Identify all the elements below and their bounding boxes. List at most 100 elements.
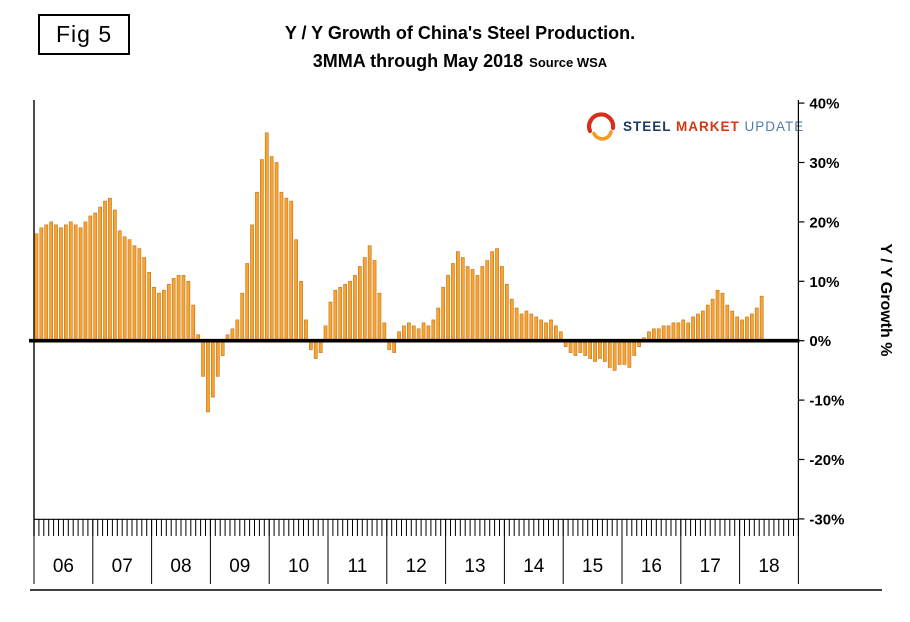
chart-bar <box>539 319 543 342</box>
chart-bar <box>284 197 289 341</box>
chart-bar <box>730 310 735 342</box>
chart-bar <box>240 292 245 341</box>
chart-title-line1: Y / Y Growth of China's Steel Production… <box>284 23 636 43</box>
chart-bar <box>519 313 524 342</box>
chart-bar <box>191 304 196 341</box>
chart-bar <box>553 325 558 342</box>
chart-bar <box>504 283 509 341</box>
chart-bar <box>431 319 436 342</box>
chart-bar <box>455 251 460 342</box>
chart-bar <box>103 200 107 341</box>
chart-bar <box>255 191 259 341</box>
chart-bar <box>617 340 622 365</box>
chart-bar <box>627 340 632 368</box>
chart-bar <box>740 319 744 342</box>
chart-bar <box>274 162 279 341</box>
chart-bar <box>59 227 63 341</box>
x-year-label: 17 <box>700 556 721 577</box>
chart-bar <box>49 221 53 341</box>
y-tick-label: 10% <box>809 274 839 291</box>
x-year-label: 13 <box>464 556 485 577</box>
chart-bar <box>313 340 318 359</box>
chart-bar <box>549 319 553 342</box>
x-year-label: 06 <box>53 556 74 577</box>
chart-bar <box>598 340 602 359</box>
chart-bar <box>338 286 343 341</box>
chart-source-label: Source WSA <box>529 54 608 70</box>
x-year-label: 16 <box>641 556 662 577</box>
chart-bar <box>426 325 431 342</box>
chart-bar <box>372 260 377 342</box>
chart-bar <box>524 310 529 342</box>
chart-bar <box>245 263 250 342</box>
chart-bar <box>299 280 303 341</box>
chart-bar <box>166 283 171 341</box>
chart-bar <box>759 295 764 341</box>
chart-bar <box>681 319 686 342</box>
chart-bar <box>509 298 514 341</box>
chart-bar <box>176 275 181 341</box>
chart-bar <box>362 257 367 342</box>
y-tick-label: 30% <box>809 155 839 172</box>
chart-bar <box>700 310 705 342</box>
chart-bar <box>83 221 88 341</box>
chart-bar <box>470 269 475 342</box>
chart-title-block: Y / Y Growth of China's Steel Production… <box>150 20 770 76</box>
chart-bar <box>64 224 68 341</box>
chart-bar <box>108 197 112 341</box>
x-year-label: 14 <box>523 556 545 577</box>
chart-bar <box>686 322 690 342</box>
chart-bar <box>78 227 83 341</box>
chart-bar <box>446 275 450 341</box>
chart-bar <box>377 292 382 341</box>
chart-bar <box>357 266 362 342</box>
chart-bar <box>583 340 588 356</box>
chart-bar <box>406 322 411 342</box>
chart-bar <box>754 307 759 341</box>
chart-bar <box>171 278 176 341</box>
chart-bar <box>88 215 93 342</box>
logo-word-steel: STEEL <box>623 118 672 134</box>
chart-bar <box>215 340 220 377</box>
chart-bar <box>612 340 617 371</box>
chart-bar <box>147 272 152 342</box>
chart-bar <box>666 325 671 342</box>
chart-bar <box>289 200 294 341</box>
chart-bar <box>705 304 710 341</box>
chart-bar <box>735 316 739 342</box>
x-year-label: 12 <box>406 556 427 577</box>
x-year-label: 08 <box>170 556 191 577</box>
logo-word-update: UPDATE <box>744 118 805 134</box>
chart-bar <box>73 224 78 341</box>
chart-bar <box>117 230 122 341</box>
chart-bar <box>113 209 117 341</box>
chart-bar <box>294 239 299 342</box>
y-tick-label: -30% <box>809 511 844 528</box>
chart-bar <box>495 248 499 342</box>
chart-bar <box>142 257 147 342</box>
chart-bar <box>720 292 725 341</box>
figure-label: Fig 5 <box>38 14 131 55</box>
chart-bar <box>68 221 73 341</box>
chart-bar <box>514 307 519 341</box>
chart-bar <box>490 251 495 342</box>
chart-bar <box>235 319 240 342</box>
chart-bar <box>661 325 666 342</box>
chart-bar <box>162 289 166 341</box>
chart-bar <box>475 275 480 341</box>
x-year-label: 11 <box>348 556 368 577</box>
chart-bar <box>152 286 156 341</box>
chart-bar <box>691 316 695 342</box>
chart-bar <box>269 156 274 341</box>
chart-bar <box>632 340 637 356</box>
chart-bar <box>39 227 44 341</box>
y-tick-label: 20% <box>809 214 839 231</box>
chart-bar <box>382 322 387 342</box>
chart-bar <box>607 340 612 368</box>
chart-bar <box>323 325 328 342</box>
chart-bar <box>451 263 455 342</box>
chart-bar <box>485 260 490 342</box>
chart-bar <box>328 301 333 341</box>
chart-bar <box>367 245 372 342</box>
chart-bar <box>122 236 127 341</box>
